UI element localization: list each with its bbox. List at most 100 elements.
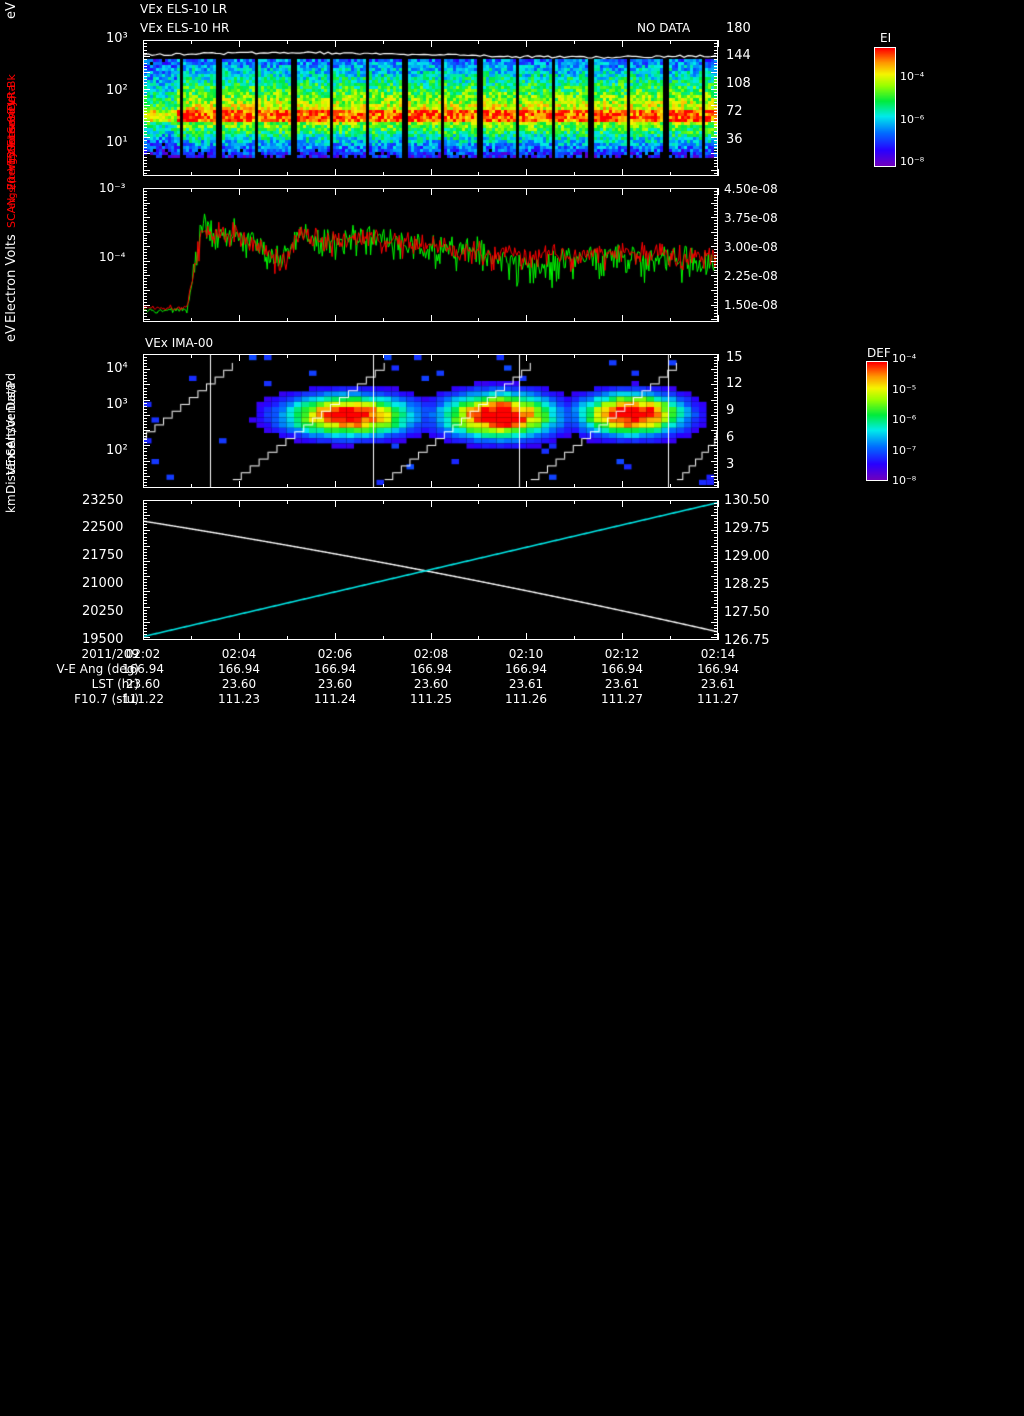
axis-minor-tick [143, 281, 147, 282]
axis-minor-tick [714, 467, 718, 468]
bottom-cell-times-0: 02:02 [125, 647, 161, 661]
bottom-cell-f107-1: 111.23 [218, 692, 260, 706]
axis-minor-tick [714, 160, 718, 161]
axis-x-tick [287, 188, 288, 192]
axis-x-tick [383, 500, 384, 504]
axis-minor-tick [714, 163, 718, 164]
axis-minor-tick [714, 249, 718, 250]
colorbar1 [874, 47, 896, 167]
axis-x-tick [431, 169, 432, 176]
axis-minor-tick [143, 479, 147, 480]
axis-x-tick [526, 40, 527, 47]
axis-minor-tick [711, 576, 718, 577]
axis-minor-tick [143, 458, 147, 459]
axis-minor-tick [143, 92, 147, 93]
axis-x-tick [574, 500, 575, 504]
panel3-rtick-0: 15 [726, 350, 743, 365]
axis-x-tick [383, 172, 384, 176]
panel1-ytick-0: 10³ [106, 31, 128, 46]
axis-minor-tick [714, 264, 718, 265]
axis-x-tick [143, 40, 144, 47]
axis-minor-tick [143, 261, 150, 262]
axis-minor-tick [714, 307, 718, 308]
axis-minor-tick [143, 43, 147, 44]
axis-x-tick [143, 169, 144, 176]
panel2-rtick-2: 3.00e-08 [724, 240, 778, 254]
axis-x-tick [670, 354, 671, 358]
axis-minor-tick [714, 567, 718, 568]
axis-minor-tick [714, 540, 718, 541]
axis-minor-tick [143, 163, 147, 164]
axis-minor-tick [714, 238, 718, 239]
axis-minor-tick [143, 299, 147, 300]
axis-minor-tick [714, 281, 718, 282]
axis-minor-tick [143, 558, 147, 559]
axis-minor-tick [143, 102, 147, 103]
axis-minor-tick [143, 412, 147, 413]
bottom-cell-lst-1: 23.60 [221, 677, 257, 691]
axis-minor-tick [714, 316, 718, 317]
axis-minor-tick [714, 610, 718, 611]
axis-x-tick [383, 354, 384, 358]
axis-minor-tick [143, 272, 147, 273]
axis-minor-tick [714, 235, 718, 236]
axis-minor-tick [143, 622, 150, 623]
axis-minor-tick [714, 270, 718, 271]
axis-x-tick [574, 354, 575, 358]
axis-minor-tick [711, 232, 718, 233]
panel4-ltick-2: 21750 [82, 548, 124, 563]
axis-minor-tick [714, 628, 718, 629]
axis-x-tick [335, 500, 336, 507]
axis-minor-tick [714, 433, 718, 434]
bottom-cell-f107-3: 111.25 [410, 692, 452, 706]
axis-minor-tick [143, 616, 147, 617]
axis-minor-tick [143, 249, 147, 250]
axis-minor-tick [711, 476, 718, 477]
axis-x-tick [383, 636, 384, 640]
axis-minor-tick [714, 543, 718, 544]
axis-minor-tick [711, 515, 718, 516]
axis-minor-tick [714, 278, 718, 279]
axis-minor-tick [143, 610, 147, 611]
panel1-ytick-2: 10¹ [106, 135, 128, 150]
axis-x-tick [239, 40, 240, 47]
axis-x-tick [143, 188, 144, 195]
axis-minor-tick [143, 173, 147, 174]
axis-minor-tick [714, 603, 718, 604]
axis-minor-tick [714, 313, 718, 314]
axis-minor-tick [143, 637, 150, 638]
axis-minor-tick [143, 278, 147, 279]
axis-minor-tick [143, 482, 147, 483]
axis-minor-tick [143, 619, 147, 620]
axis-minor-tick [143, 59, 147, 60]
axis-minor-tick [714, 63, 718, 64]
axis-minor-tick [714, 85, 718, 86]
bottom-cell-times-6: 02:14 [700, 647, 736, 661]
axis-minor-tick [711, 546, 718, 547]
axis-minor-tick [714, 479, 718, 480]
panel3-spectrogram [143, 354, 718, 488]
axis-minor-tick [143, 302, 147, 303]
axis-minor-tick [143, 628, 147, 629]
axis-minor-tick [143, 384, 150, 385]
panel4-ltick-4: 20250 [82, 604, 124, 619]
axis-minor-tick [143, 72, 150, 73]
axis-minor-tick [714, 46, 718, 47]
axis-minor-tick [714, 527, 718, 528]
axis-minor-tick [143, 394, 147, 395]
axis-x-tick [287, 40, 288, 44]
axis-x-tick [383, 188, 384, 192]
axis-minor-tick [714, 631, 718, 632]
axis-minor-tick [143, 363, 147, 364]
axis-minor-tick [714, 473, 718, 474]
axis-minor-tick [143, 436, 147, 437]
axis-minor-tick [143, 160, 147, 161]
axis-x-tick [191, 636, 192, 640]
axis-minor-tick [714, 366, 718, 367]
panel4-rtick-2: 129.00 [724, 549, 770, 564]
axis-minor-tick [143, 270, 147, 271]
axis-minor-tick [714, 220, 718, 221]
axis-minor-tick [143, 229, 147, 230]
axis-minor-tick [714, 442, 718, 443]
axis-minor-tick [711, 72, 718, 73]
